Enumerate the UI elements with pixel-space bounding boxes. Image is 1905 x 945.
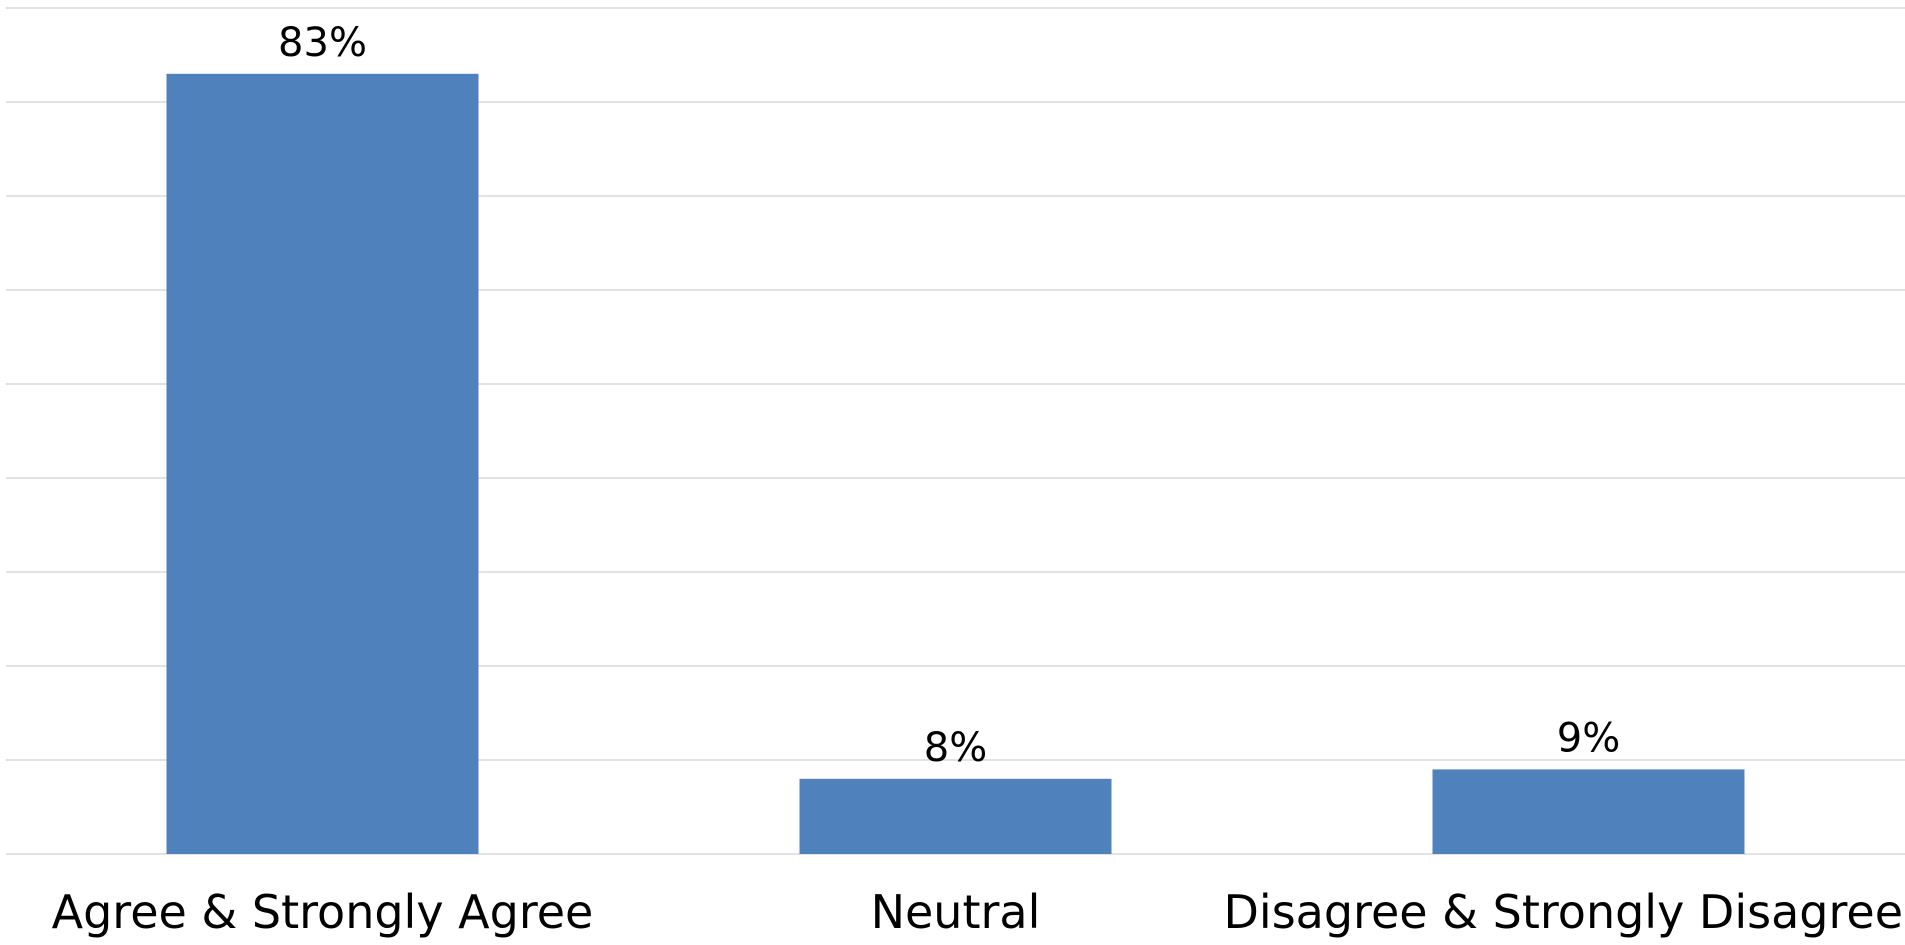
bars [166, 73, 1745, 855]
data-labels: 83% 8% 9% [278, 20, 1620, 771]
data-label: 9% [1557, 715, 1620, 761]
bar [799, 778, 1112, 854]
bar [1432, 769, 1745, 854]
category-axis: Agree & Strongly Agree Neutral Disagree & … [52, 885, 1903, 939]
bar [166, 73, 479, 855]
category-label: Agree & Strongly Agree [52, 885, 594, 939]
category-label: Neutral [871, 885, 1041, 939]
category-label: Disagree & Strongly Disagree [1224, 885, 1904, 939]
data-label: 8% [924, 725, 987, 771]
data-label: 83% [278, 20, 367, 66]
